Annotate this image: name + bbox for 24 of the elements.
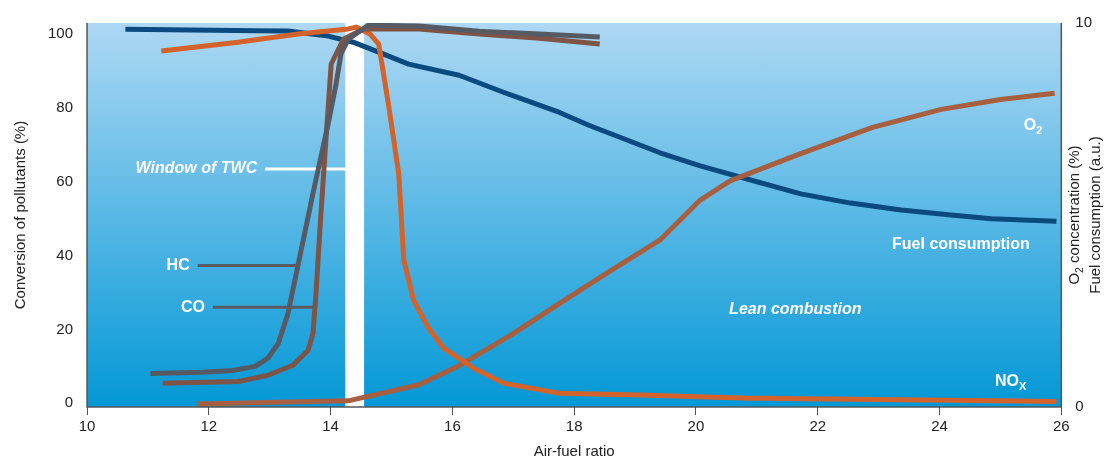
y2-tick-label: 0 bbox=[1075, 397, 1084, 415]
x-axis-title: Air-fuel ratio bbox=[533, 442, 615, 460]
x-tick-label: 12 bbox=[200, 417, 218, 435]
y-tick-label: 100 bbox=[48, 24, 74, 42]
band-label: Window of TWC bbox=[135, 159, 258, 177]
annotation: CO bbox=[180, 297, 205, 315]
x-tick-label: 20 bbox=[687, 417, 705, 435]
x-tick-label: 24 bbox=[931, 417, 948, 435]
y-tick-label: 40 bbox=[56, 245, 74, 263]
x-tick-label: 18 bbox=[565, 417, 583, 435]
x-tick-label: 16 bbox=[444, 417, 461, 435]
x-tick-label: 26 bbox=[1052, 417, 1070, 435]
annotation: HC bbox=[166, 255, 191, 273]
x-tick-label: 14 bbox=[322, 417, 339, 435]
y-tick-label: 80 bbox=[56, 98, 74, 116]
x-tick-label: 22 bbox=[809, 417, 827, 435]
y2-tick-label: 10 bbox=[1075, 13, 1092, 31]
annotation: Lean combustion bbox=[729, 300, 862, 318]
y-tick-label: 0 bbox=[64, 393, 74, 411]
y-tick-label: 20 bbox=[56, 319, 74, 337]
y-axis-title: Conversion of pollutants (%) bbox=[11, 120, 29, 310]
x-tick-label: 10 bbox=[78, 417, 96, 435]
series-label: Fuel consumption bbox=[892, 235, 1030, 253]
y-tick-label: 60 bbox=[56, 171, 74, 189]
